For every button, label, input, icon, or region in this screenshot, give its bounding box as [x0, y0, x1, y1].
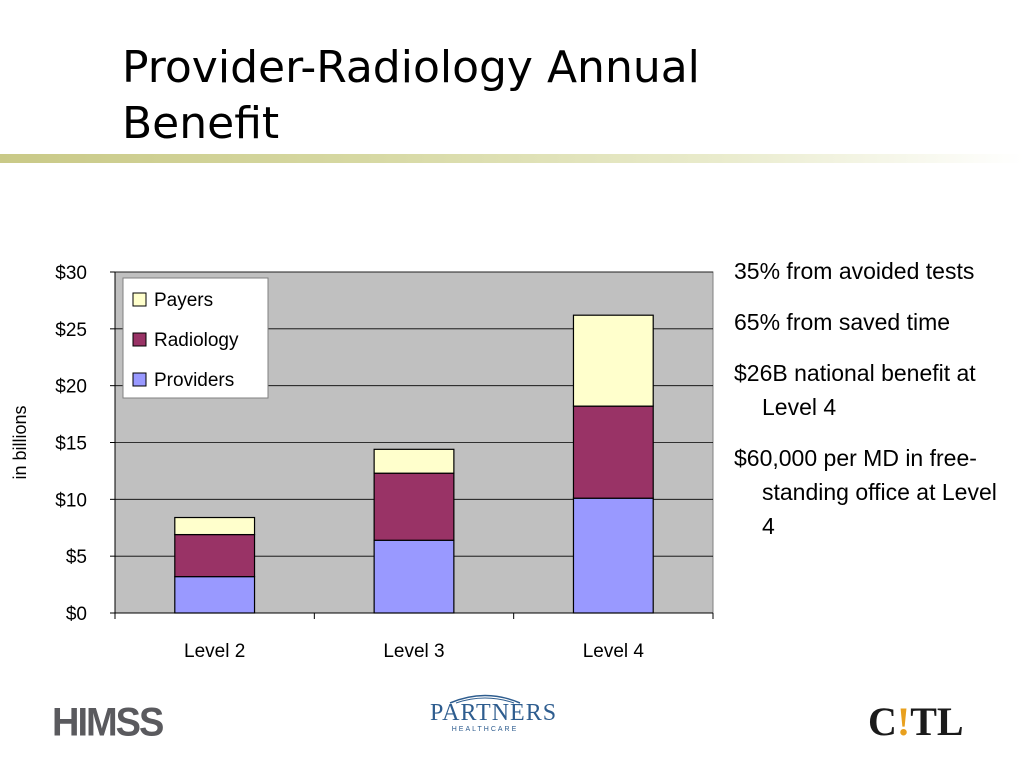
bullet-item: $26B national benefit at Level 4	[734, 360, 976, 420]
partners-sub: HEALTHCARE	[451, 726, 519, 733]
legend-label: Providers	[154, 370, 234, 391]
bar-payers	[373, 448, 455, 474]
bar-payers	[174, 516, 256, 536]
y-tick-label: $5	[66, 547, 87, 568]
bar-radiology	[572, 405, 654, 499]
x-tick-label: Level 4	[583, 641, 645, 662]
bullet-item: $60,000 per MD in free-standing office a…	[734, 445, 997, 539]
partners-healthcare-logo: PARTNERS HEALTHCARE	[430, 694, 558, 733]
y-tick-label: $15	[55, 434, 87, 455]
bar-payers	[572, 314, 654, 407]
citl-left: C	[868, 699, 897, 744]
bar-radiology	[174, 533, 256, 578]
bar-providers	[373, 539, 455, 614]
y-axis-label: in billions	[10, 405, 30, 479]
slide-title: Provider-Radiology Annual Benefit	[122, 42, 700, 149]
y-tick-label: $0	[66, 604, 87, 625]
stacked-bar-chart: $0 $5 $10 $15 $20 $25 $30 in billions Level 2 Lev…	[10, 263, 714, 662]
bar-providers	[572, 497, 654, 614]
bar-providers	[174, 576, 256, 614]
himss-logo: HIMSS	[52, 700, 164, 746]
y-tick-label: $10	[55, 490, 87, 511]
partners-arc-icon	[449, 694, 521, 704]
bullet-list: 35% from avoided tests 65% from saved ti…	[734, 254, 1014, 560]
legend-box	[122, 277, 269, 399]
citl-logo: C!TL	[868, 698, 964, 745]
y-tick-label: $30	[55, 263, 87, 284]
y-tick-label: $20	[55, 377, 87, 398]
bullet-item: 65% from saved time	[734, 309, 951, 335]
x-tick-label: Level 3	[383, 641, 444, 662]
bar-radiology	[373, 472, 455, 541]
citl-right: TL	[910, 699, 964, 744]
legend-swatch	[132, 372, 147, 387]
legend-swatch	[132, 332, 147, 347]
legend-label: Payers	[154, 290, 213, 311]
y-tick-label: $25	[55, 320, 87, 341]
legend-swatch	[132, 292, 147, 307]
citl-mark: !	[896, 699, 911, 744]
legend-label: Radiology	[154, 330, 239, 351]
title-underline-bar	[0, 154, 1024, 163]
x-tick-label: Level 2	[184, 641, 245, 662]
bullet-item: 35% from avoided tests	[734, 258, 975, 284]
partners-name: PARTNERS	[430, 700, 558, 726]
